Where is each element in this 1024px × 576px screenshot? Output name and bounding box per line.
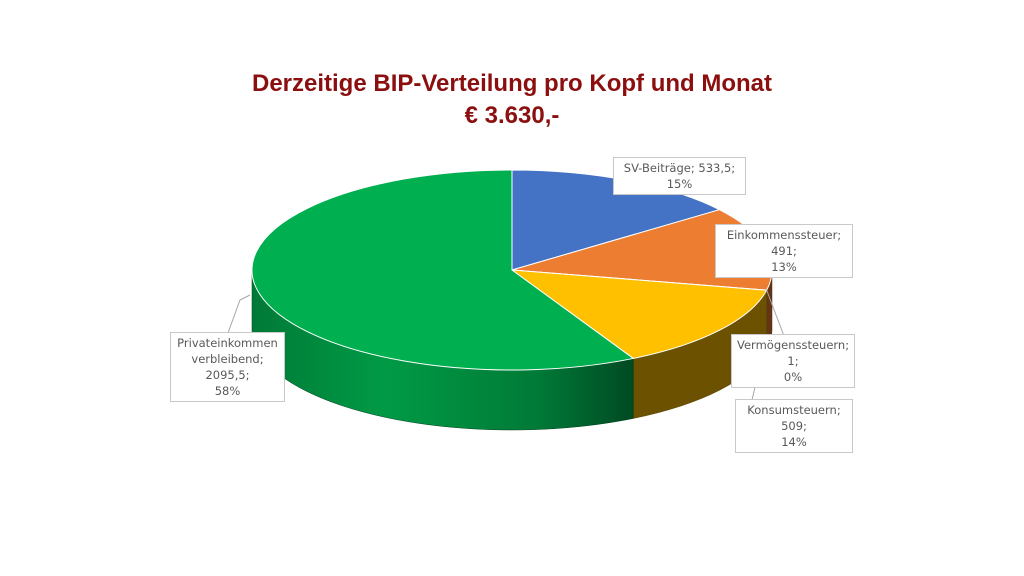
data-label-text: Privateinkommen xyxy=(177,336,278,350)
data-label-text: Konsumsteuern; 509; xyxy=(747,403,841,433)
data-label-percent: 0% xyxy=(783,370,803,384)
data-label-percent: 58% xyxy=(214,384,241,398)
data-label-text: SV-Beiträge; 533,5; 15% xyxy=(623,161,736,191)
data-label-percent: 13% xyxy=(771,260,797,274)
pie-slice-privat xyxy=(251,169,634,371)
chart-total: € 3.630,- xyxy=(464,102,560,129)
pie-slice-konsum xyxy=(511,269,768,359)
data-label-text: Einkommenssteuer; 491; xyxy=(726,228,842,258)
leader-line-vermoegenssteuern xyxy=(766,290,785,337)
data-label-konsumsteuern: Konsumsteuern; 509; 14% xyxy=(735,399,853,453)
data-label-vermoegenssteuern: Vermögenssteuern; 1; 0% xyxy=(731,334,855,388)
leader-line-privateinkommen xyxy=(227,294,251,334)
data-label-einkommenssteuer: Einkommenssteuer; 491; 13% xyxy=(715,224,853,278)
data-label-percent: 14% xyxy=(781,435,807,449)
chart-title: Derzeitige BIP-Verteilung pro Kopf und M… xyxy=(251,70,772,97)
data-label-text-2: verbleibend; 2095,5; xyxy=(191,352,264,382)
data-label-sv-beitraege: SV-Beiträge; 533,5; 15% xyxy=(613,157,746,195)
data-label-privateinkommen: Privateinkommen verbleibend; 2095,5; 58% xyxy=(170,332,285,402)
data-label-text: Vermögenssteuern; 1; xyxy=(737,338,850,368)
pie-tops xyxy=(251,169,773,371)
